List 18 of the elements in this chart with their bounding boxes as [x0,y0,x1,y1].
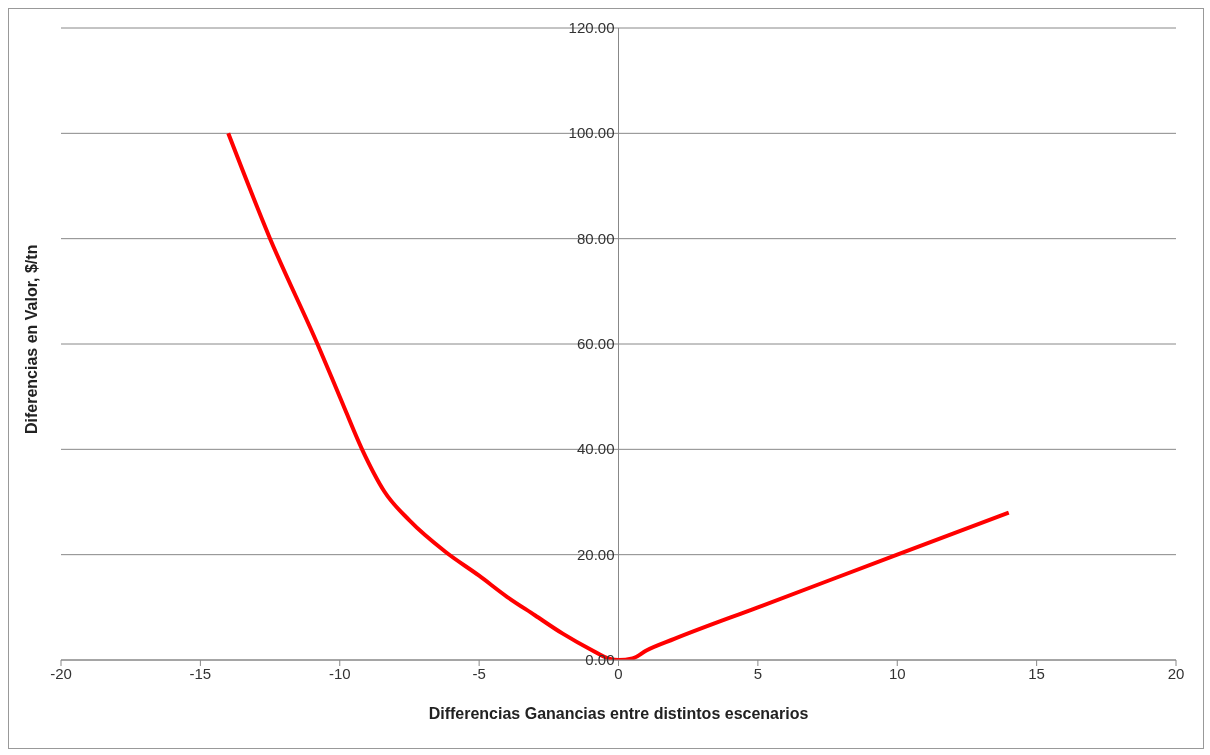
y-tick-label: 80.00 [576,229,615,247]
x-tick-label: 20 [1167,664,1185,682]
x-tick-label: -20 [50,664,72,682]
y-tick-label: 120.00 [568,19,615,36]
y-tick-label: 100.00 [568,124,615,142]
x-tick-label: 0 [614,664,623,682]
x-tick-label: 10 [888,664,906,682]
x-tick-label: -10 [328,664,351,682]
y-tick-label: 20.00 [576,545,615,563]
y-axis-title: Diferencias en Valor, $/tn [22,244,40,434]
x-tick-label: 5 [753,664,763,682]
y-tick-label: 0.00 [585,651,615,668]
y-tick-label: 60.00 [576,335,615,352]
x-tick-label: -5 [472,664,486,682]
x-tick-label: 15 [1028,664,1045,682]
y-tick-label: 40.00 [576,440,615,458]
x-axis-title: Differencias Ganancias entre distintos escenarios [428,705,809,723]
x-tick-label: -15 [189,664,212,682]
